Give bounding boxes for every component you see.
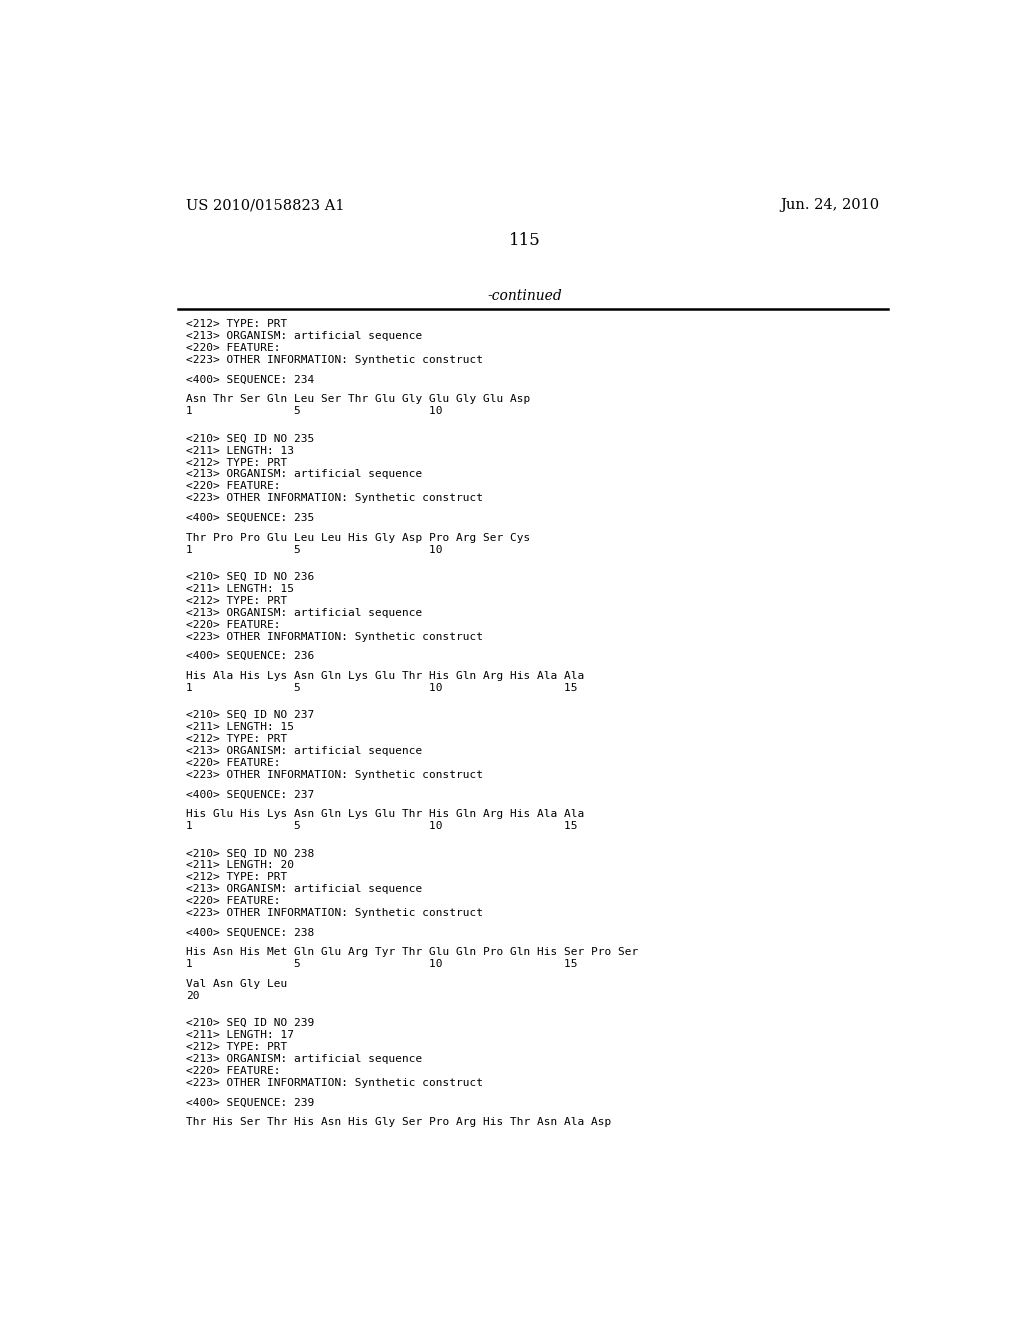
Text: His Ala His Lys Asn Gln Lys Glu Thr His Gln Arg His Ala Ala: His Ala His Lys Asn Gln Lys Glu Thr His …: [186, 671, 585, 681]
Text: <400> SEQUENCE: 236: <400> SEQUENCE: 236: [186, 651, 314, 661]
Text: <223> OTHER INFORMATION: Synthetic construct: <223> OTHER INFORMATION: Synthetic const…: [186, 494, 483, 503]
Text: <210> SEQ ID NO 237: <210> SEQ ID NO 237: [186, 710, 314, 721]
Text: <210> SEQ ID NO 235: <210> SEQ ID NO 235: [186, 434, 314, 444]
Text: <210> SEQ ID NO 239: <210> SEQ ID NO 239: [186, 1018, 314, 1028]
Text: <223> OTHER INFORMATION: Synthetic construct: <223> OTHER INFORMATION: Synthetic const…: [186, 1077, 483, 1088]
Text: <212> TYPE: PRT: <212> TYPE: PRT: [186, 595, 288, 606]
Text: <223> OTHER INFORMATION: Synthetic construct: <223> OTHER INFORMATION: Synthetic const…: [186, 770, 483, 780]
Text: Asn Thr Ser Gln Leu Ser Thr Glu Gly Glu Gly Glu Asp: Asn Thr Ser Gln Leu Ser Thr Glu Gly Glu …: [186, 395, 530, 404]
Text: <212> TYPE: PRT: <212> TYPE: PRT: [186, 458, 288, 467]
Text: Val Asn Gly Leu: Val Asn Gly Leu: [186, 979, 288, 989]
Text: <210> SEQ ID NO 236: <210> SEQ ID NO 236: [186, 572, 314, 582]
Text: <213> ORGANISM: artificial sequence: <213> ORGANISM: artificial sequence: [186, 746, 422, 756]
Text: 1               5                   10: 1 5 10: [186, 407, 442, 416]
Text: <400> SEQUENCE: 238: <400> SEQUENCE: 238: [186, 928, 314, 937]
Text: <211> LENGTH: 13: <211> LENGTH: 13: [186, 446, 294, 455]
Text: <220> FEATURE:: <220> FEATURE:: [186, 343, 281, 354]
Text: <220> FEATURE:: <220> FEATURE:: [186, 1065, 281, 1076]
Text: <212> TYPE: PRT: <212> TYPE: PRT: [186, 319, 288, 329]
Text: <211> LENGTH: 15: <211> LENGTH: 15: [186, 583, 294, 594]
Text: <223> OTHER INFORMATION: Synthetic construct: <223> OTHER INFORMATION: Synthetic const…: [186, 355, 483, 366]
Text: 1               5                   10                  15: 1 5 10 15: [186, 682, 578, 693]
Text: 20: 20: [186, 991, 200, 1001]
Text: Thr Pro Pro Glu Leu Leu His Gly Asp Pro Arg Ser Cys: Thr Pro Pro Glu Leu Leu His Gly Asp Pro …: [186, 533, 530, 543]
Text: 1               5                   10                  15: 1 5 10 15: [186, 960, 578, 969]
Text: -continued: -continued: [487, 289, 562, 304]
Text: <223> OTHER INFORMATION: Synthetic construct: <223> OTHER INFORMATION: Synthetic const…: [186, 908, 483, 917]
Text: <220> FEATURE:: <220> FEATURE:: [186, 896, 281, 906]
Text: 1               5                   10                  15: 1 5 10 15: [186, 821, 578, 832]
Text: <213> ORGANISM: artificial sequence: <213> ORGANISM: artificial sequence: [186, 331, 422, 342]
Text: US 2010/0158823 A1: US 2010/0158823 A1: [186, 198, 345, 213]
Text: <212> TYPE: PRT: <212> TYPE: PRT: [186, 873, 288, 882]
Text: <213> ORGANISM: artificial sequence: <213> ORGANISM: artificial sequence: [186, 470, 422, 479]
Text: <400> SEQUENCE: 237: <400> SEQUENCE: 237: [186, 789, 314, 800]
Text: <211> LENGTH: 17: <211> LENGTH: 17: [186, 1030, 294, 1040]
Text: <400> SEQUENCE: 235: <400> SEQUENCE: 235: [186, 513, 314, 523]
Text: 1               5                   10: 1 5 10: [186, 545, 442, 554]
Text: <220> FEATURE:: <220> FEATURE:: [186, 619, 281, 630]
Text: <211> LENGTH: 20: <211> LENGTH: 20: [186, 861, 294, 870]
Text: <212> TYPE: PRT: <212> TYPE: PRT: [186, 734, 288, 744]
Text: <400> SEQUENCE: 239: <400> SEQUENCE: 239: [186, 1097, 314, 1107]
Text: <223> OTHER INFORMATION: Synthetic construct: <223> OTHER INFORMATION: Synthetic const…: [186, 631, 483, 642]
Text: <210> SEQ ID NO 238: <210> SEQ ID NO 238: [186, 849, 314, 858]
Text: Thr His Ser Thr His Asn His Gly Ser Pro Arg His Thr Asn Ala Asp: Thr His Ser Thr His Asn His Gly Ser Pro …: [186, 1117, 611, 1127]
Text: <212> TYPE: PRT: <212> TYPE: PRT: [186, 1041, 288, 1052]
Text: His Glu His Lys Asn Gln Lys Glu Thr His Gln Arg His Ala Ala: His Glu His Lys Asn Gln Lys Glu Thr His …: [186, 809, 585, 818]
Text: <400> SEQUENCE: 234: <400> SEQUENCE: 234: [186, 375, 314, 384]
Text: <211> LENGTH: 15: <211> LENGTH: 15: [186, 722, 294, 733]
Text: <220> FEATURE:: <220> FEATURE:: [186, 758, 281, 768]
Text: <213> ORGANISM: artificial sequence: <213> ORGANISM: artificial sequence: [186, 1053, 422, 1064]
Text: <220> FEATURE:: <220> FEATURE:: [186, 482, 281, 491]
Text: His Asn His Met Gln Glu Arg Tyr Thr Glu Gln Pro Gln His Ser Pro Ser: His Asn His Met Gln Glu Arg Tyr Thr Glu …: [186, 948, 638, 957]
Text: <213> ORGANISM: artificial sequence: <213> ORGANISM: artificial sequence: [186, 884, 422, 894]
Text: <213> ORGANISM: artificial sequence: <213> ORGANISM: artificial sequence: [186, 607, 422, 618]
Text: Jun. 24, 2010: Jun. 24, 2010: [780, 198, 880, 213]
Text: 115: 115: [509, 231, 541, 248]
